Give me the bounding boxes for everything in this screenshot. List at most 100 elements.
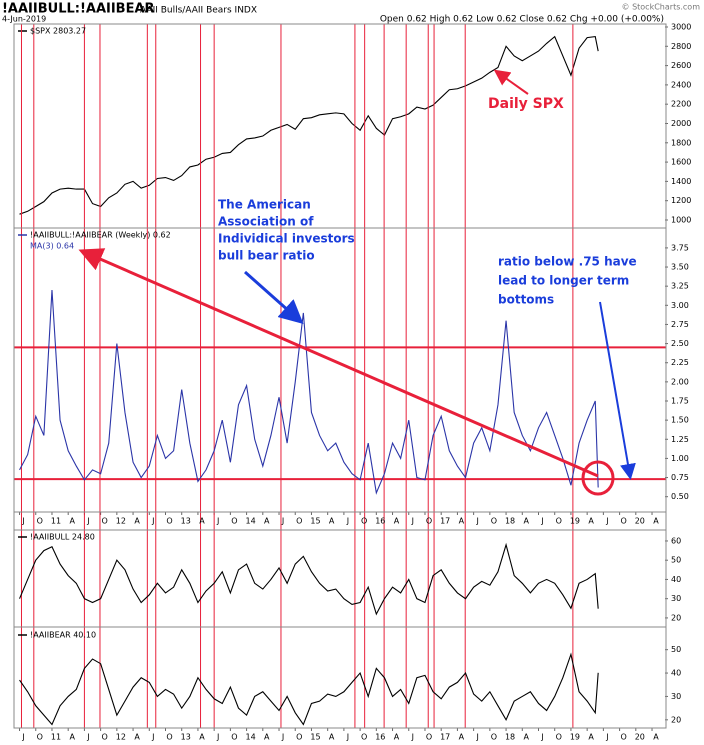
x-tick-label: O xyxy=(37,517,43,526)
series-line xyxy=(19,289,599,495)
annotation: ratio below .75 have xyxy=(498,255,637,269)
x-tick-label: J xyxy=(216,517,219,526)
x-tick-label: O xyxy=(426,733,432,742)
x-tick-label: J xyxy=(21,517,24,526)
x-tick-label: 19 xyxy=(570,733,580,742)
date: 4-Jun-2019 xyxy=(2,15,46,24)
legend-label: $SPX 2803.27 xyxy=(30,27,86,36)
x-tick-label: J xyxy=(475,733,478,742)
y-tick-label: 20 xyxy=(671,613,681,622)
x-tick-label: O xyxy=(620,733,626,742)
x-tick-label: A xyxy=(653,733,659,742)
plot-layer xyxy=(14,24,668,731)
x-tick-label: 14 xyxy=(245,733,255,742)
x-tick-label: J xyxy=(540,517,543,526)
x-tick-label: 11 xyxy=(51,517,61,526)
y-tick-label: 2.50 xyxy=(671,339,689,348)
x-tick-label: A xyxy=(199,517,205,526)
x-tick-label: 18 xyxy=(505,733,515,742)
highlight-circle xyxy=(581,460,615,496)
y-tick-label: 2000 xyxy=(671,119,691,128)
annotation-arrow xyxy=(599,301,636,480)
x-tick-label: A xyxy=(394,733,400,742)
y-tick-label: 3000 xyxy=(671,22,691,31)
x-tick-label: A xyxy=(329,733,335,742)
y-tick-label: 1200 xyxy=(671,196,691,205)
x-tick-label: J xyxy=(151,517,154,526)
x-tick-label: J xyxy=(21,733,24,742)
y-tick-label: 0.75 xyxy=(671,473,689,482)
chart-subtitle: AAII Bulls/AAII Bears INDX xyxy=(140,6,257,16)
trend-arrow xyxy=(78,248,599,478)
x-tick-label: A xyxy=(134,733,140,742)
chart-title: !AAIIBULL:!AAIIBEAR xyxy=(2,2,155,17)
x-tick-label: J xyxy=(411,733,414,742)
annotation-arrow xyxy=(244,270,304,324)
legend-label: !AAIIBEAR 40.10 xyxy=(30,631,96,640)
x-tick-label: A xyxy=(588,517,594,526)
annotation: Daily SPX xyxy=(488,96,564,112)
y-tick-label: 1000 xyxy=(671,215,691,224)
x-tick-label: A xyxy=(459,517,465,526)
x-tick-label: A xyxy=(264,733,270,742)
x-tick-label: O xyxy=(296,733,302,742)
x-tick-label: J xyxy=(86,733,89,742)
x-tick-label: J xyxy=(605,517,608,526)
x-tick-label: O xyxy=(556,733,562,742)
y-tick-label: 40 xyxy=(671,575,681,584)
y-tick-label: 1.50 xyxy=(671,416,689,425)
x-tick-label: J xyxy=(540,733,543,742)
x-tick-label: A xyxy=(69,517,75,526)
x-tick-label: A xyxy=(653,517,659,526)
x-tick-label: O xyxy=(166,733,172,742)
y-tick-label: 1800 xyxy=(671,138,691,147)
x-tick-label: O xyxy=(491,517,497,526)
x-tick-label: O xyxy=(101,733,107,742)
x-tick-label: J xyxy=(346,733,349,742)
x-tick-label: A xyxy=(394,517,400,526)
x-tick-label: 15 xyxy=(310,733,320,742)
x-tick-label: 11 xyxy=(51,733,61,742)
annotation: Association of xyxy=(218,215,314,229)
y-tick-label: 3.50 xyxy=(671,263,689,272)
y-tick-label: 2.75 xyxy=(671,320,689,329)
y-tick-label: 1.75 xyxy=(671,397,689,406)
x-tick-label: 19 xyxy=(570,517,580,526)
series-line xyxy=(19,35,599,215)
x-tick-label: O xyxy=(361,733,367,742)
x-tick-label: 17 xyxy=(440,517,450,526)
y-tick-label: 60 xyxy=(671,536,681,545)
x-tick-label: O xyxy=(491,733,497,742)
y-tick-label: 30 xyxy=(671,594,681,603)
annotation: bottoms xyxy=(498,293,554,307)
y-tick-label: 2400 xyxy=(671,80,691,89)
x-tick-label: J xyxy=(475,517,478,526)
x-tick-label: 20 xyxy=(635,733,645,742)
y-tick-label: 1400 xyxy=(671,177,691,186)
y-tick-label: 50 xyxy=(671,556,681,565)
x-tick-label: A xyxy=(69,733,75,742)
credit: © StockCharts.com xyxy=(622,3,701,12)
x-tick-label: A xyxy=(329,517,335,526)
x-tick-label: 13 xyxy=(181,517,191,526)
x-tick-label: A xyxy=(134,517,140,526)
frame xyxy=(13,23,667,729)
y-tick-label: 50 xyxy=(671,645,681,654)
x-tick-label: O xyxy=(556,517,562,526)
x-tick-label: 17 xyxy=(440,733,450,742)
x-tick-label: O xyxy=(37,733,43,742)
legend-label: !AAIIBULL 24.80 xyxy=(30,533,95,542)
x-tick-label: 12 xyxy=(116,733,126,742)
y-tick-label: 30 xyxy=(671,692,681,701)
y-tick-label: 2.00 xyxy=(671,377,689,386)
x-tick-label: A xyxy=(524,733,530,742)
x-tick-label: A xyxy=(588,733,594,742)
y-tick-label: 0.50 xyxy=(671,492,689,501)
y-tick-label: 3.00 xyxy=(671,301,689,310)
legend-label: !AAIIBULL:!AAIIBEAR (Weekly) 0.62 xyxy=(30,231,171,240)
ma-label: MA(3) 0.64 xyxy=(30,242,74,251)
x-tick-label: J xyxy=(86,517,89,526)
x-tick-label: J xyxy=(281,733,284,742)
quote: Open 0.62 High 0.62 Low 0.62 Close 0.62 … xyxy=(380,15,664,25)
